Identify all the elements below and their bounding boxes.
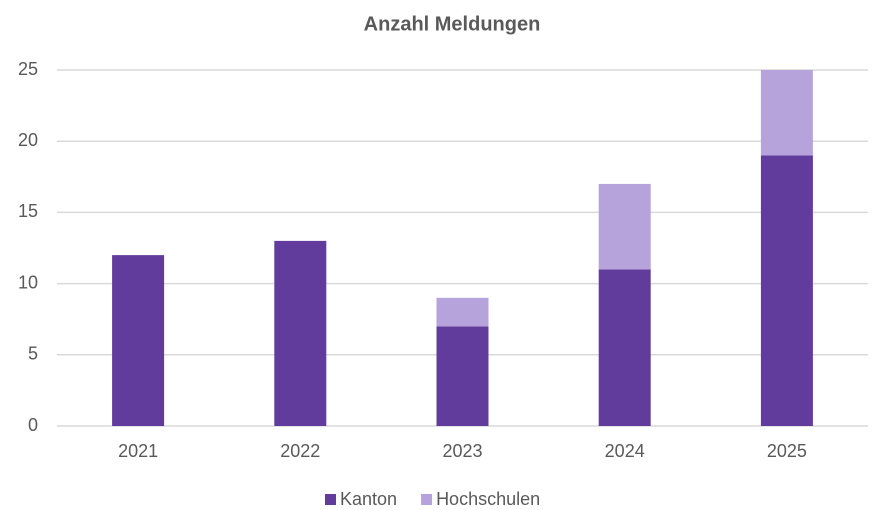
bar-segment [274,240,327,426]
y-tick-label: 10 [18,272,38,292]
y-tick-label: 25 [18,59,38,79]
legend-swatch [325,494,336,505]
y-tick-label: 15 [18,201,38,221]
x-tick-label: 2022 [280,441,320,461]
y-tick-label: 0 [28,415,38,435]
chart-title: Anzahl Meldungen [364,13,541,35]
bar-segment [598,269,651,426]
legend-swatch [421,494,433,505]
bar-segment [436,326,489,426]
x-tick-label: 2025 [767,441,807,461]
bar-segment [598,183,651,270]
y-tick-label: 5 [28,344,38,364]
y-tick-label: 20 [18,130,38,150]
legend-label: Hochschulen [436,489,540,509]
bar-segment [760,155,813,426]
x-tick-label: 2023 [442,441,482,461]
legend-label: Kanton [340,489,397,509]
bar-segment [760,70,813,156]
x-tick-label: 2021 [118,441,158,461]
bar-segment [112,255,165,426]
x-tick-label: 2024 [605,441,645,461]
bar-segment [436,297,489,327]
